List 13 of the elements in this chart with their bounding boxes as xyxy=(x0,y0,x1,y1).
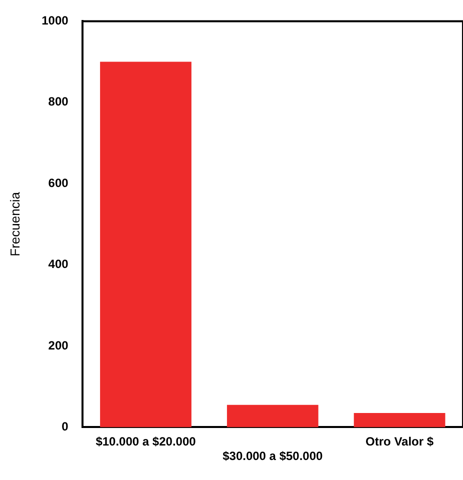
y-tick-label: 400 xyxy=(48,257,69,272)
bar xyxy=(226,404,318,428)
x-tick-label: $30.000 a $50.000 xyxy=(222,449,324,464)
y-tick-label: 0 xyxy=(62,420,69,434)
x-tick-label: Otro Valor $ xyxy=(366,434,434,449)
y-tick-label: 200 xyxy=(48,338,69,352)
x-tick-label: $10.000 a $20.000 xyxy=(96,434,196,449)
y-tick-label: 800 xyxy=(48,94,69,109)
y-tick-label: 1000 xyxy=(42,14,69,28)
y-axis-title: Frecuencia xyxy=(7,191,22,256)
bar xyxy=(100,62,192,428)
y-tick-label: 600 xyxy=(48,176,69,190)
bar xyxy=(354,412,446,428)
